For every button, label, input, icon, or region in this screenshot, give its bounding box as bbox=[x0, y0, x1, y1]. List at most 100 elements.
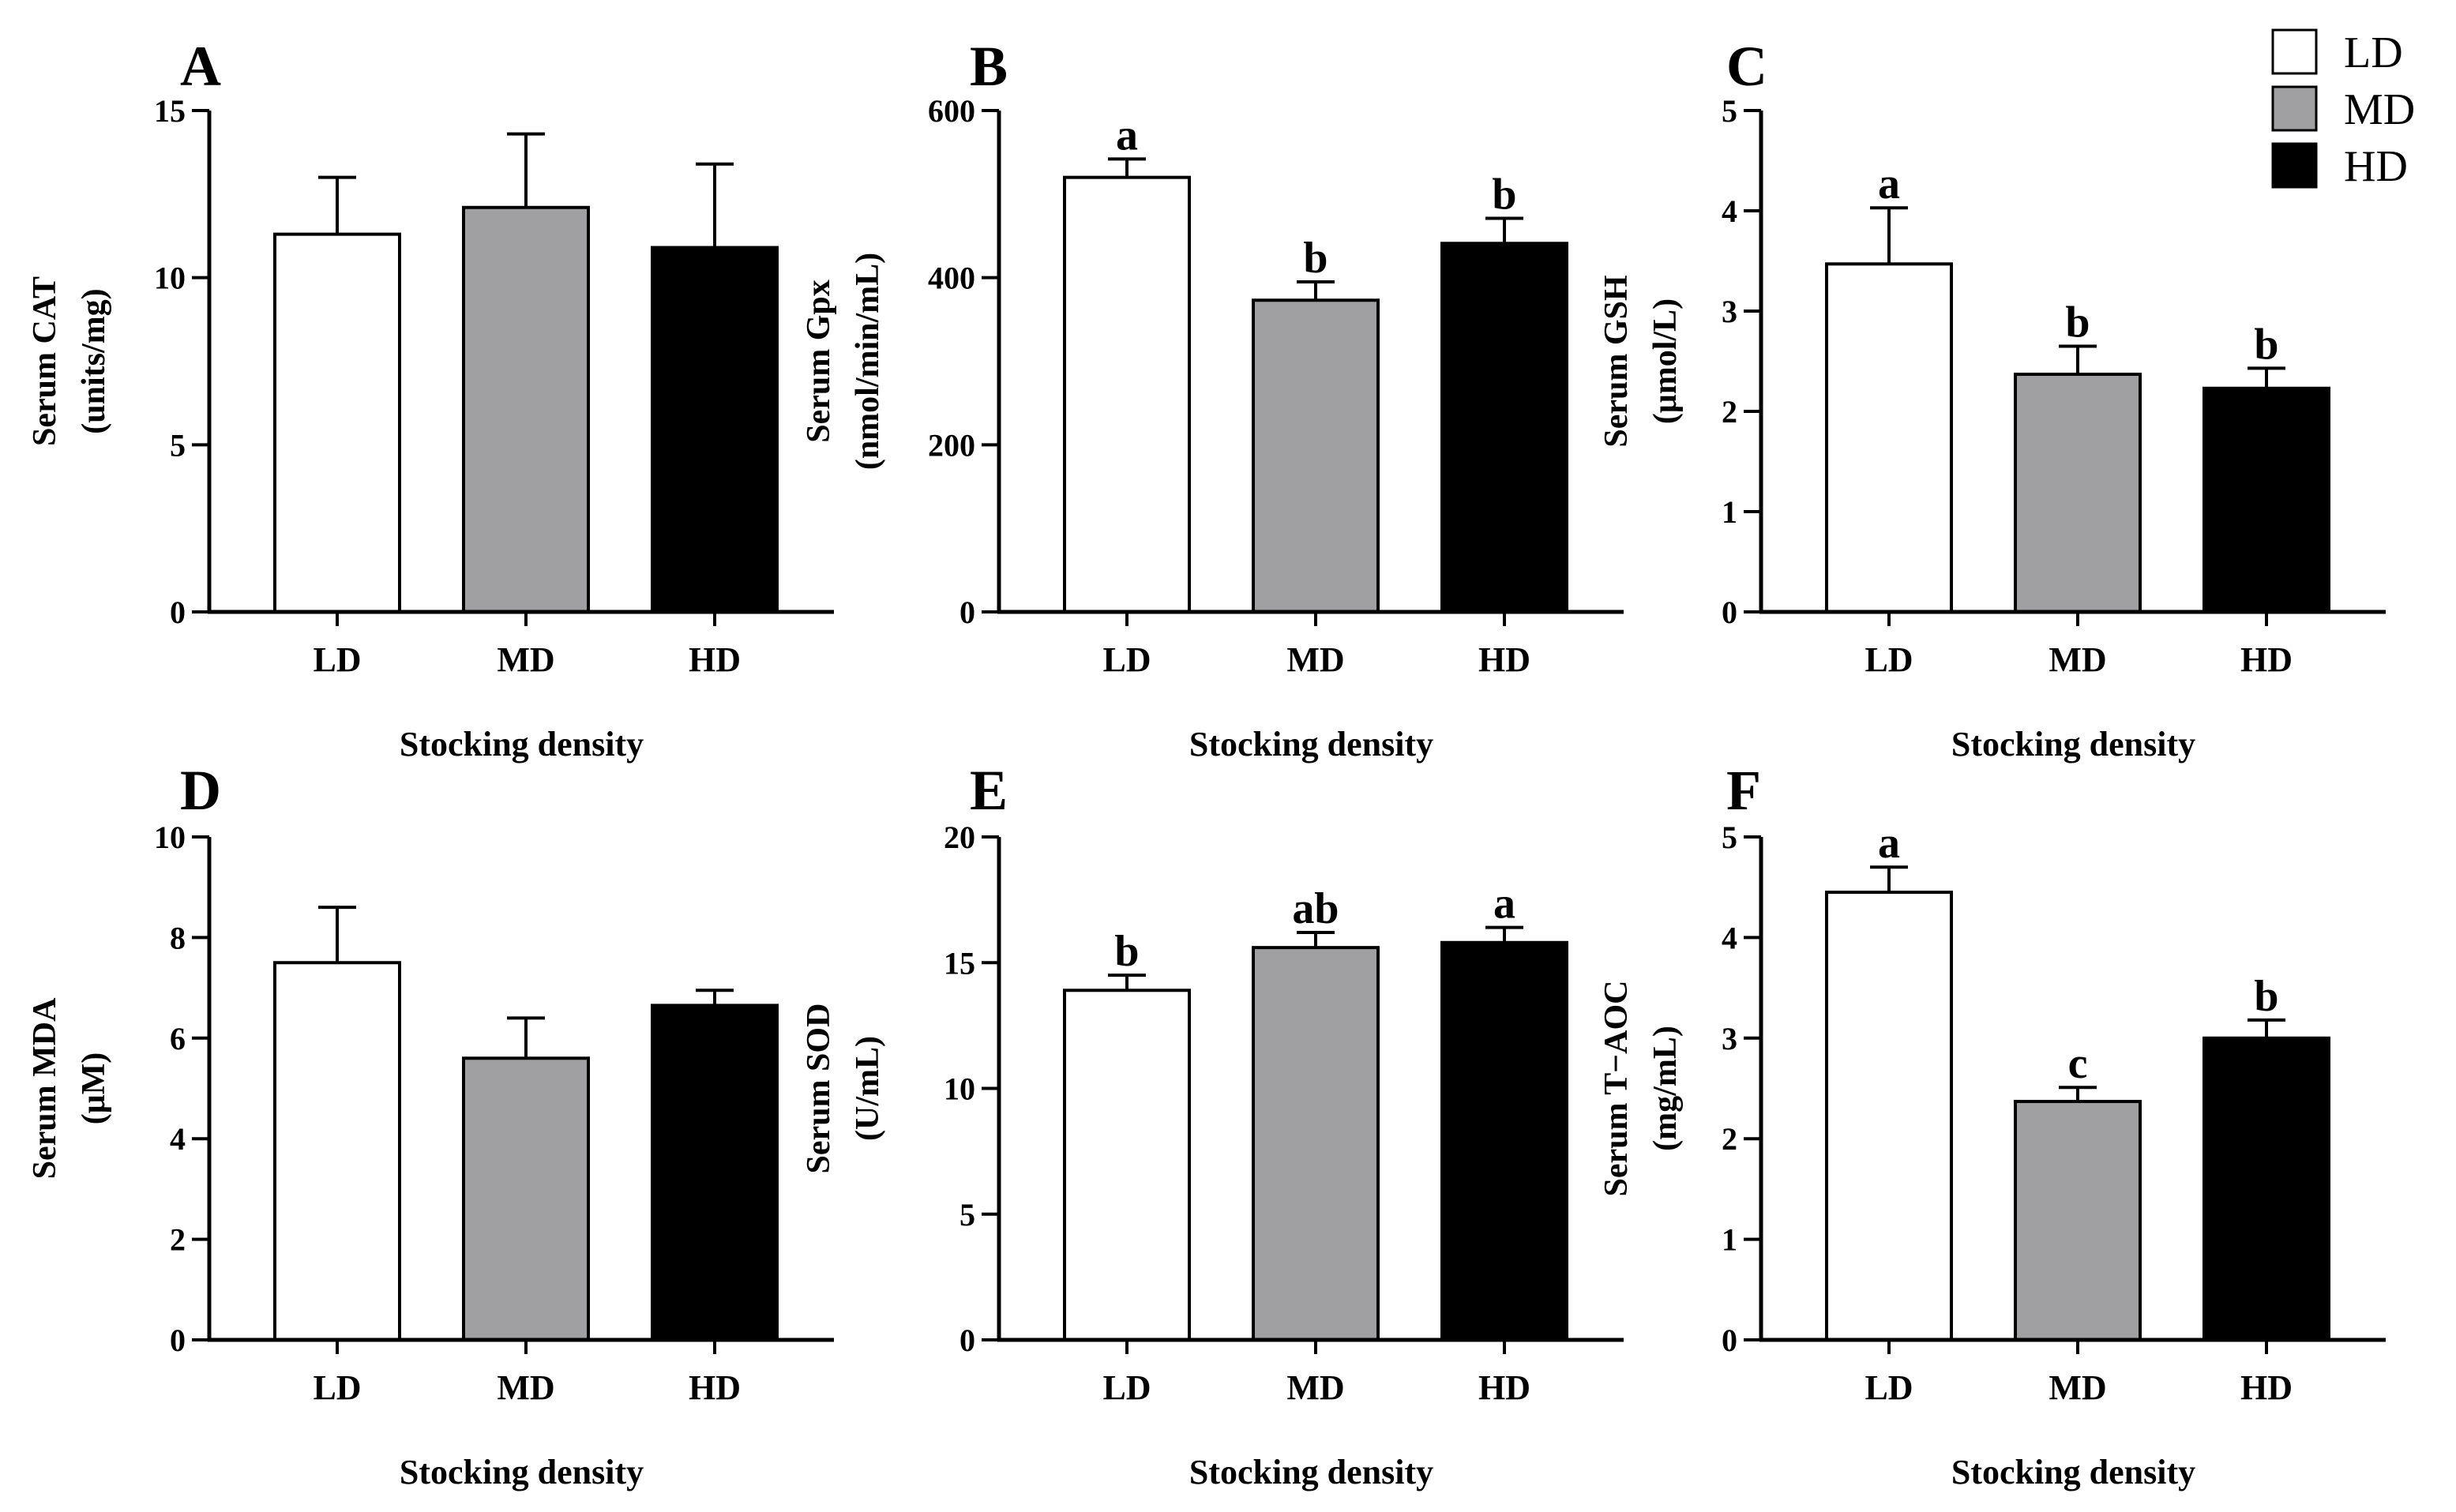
y-axis-title: Serum GSH bbox=[1598, 275, 1635, 447]
bar-ld bbox=[273, 961, 401, 1341]
y-tick-label: 600 bbox=[928, 93, 975, 129]
x-tick-label: LD bbox=[1865, 640, 1913, 679]
x-tick-label: HD bbox=[2240, 640, 2293, 679]
bar-hd bbox=[651, 1004, 779, 1342]
y-tick-label: 20 bbox=[944, 820, 975, 855]
y-axis-title: (nmol/min/mL) bbox=[850, 253, 886, 470]
panel-e: Eb LD ab MD a HD 0 5 10 15 20 Stocking density Serum… bbox=[801, 759, 1624, 1491]
y-tick-label: 2 bbox=[1722, 1121, 1737, 1157]
y-tick-label: 0 bbox=[170, 595, 186, 630]
significance-label: b bbox=[2065, 298, 2090, 347]
x-tick-label: LD bbox=[313, 1368, 361, 1407]
x-tick-label: HD bbox=[1478, 1368, 1530, 1407]
y-tick-label: 3 bbox=[1722, 1021, 1737, 1056]
bar-ld bbox=[1063, 175, 1191, 613]
y-axis-title: (units/mg) bbox=[76, 288, 112, 433]
y-axis-title: Serum Gpx bbox=[801, 280, 837, 443]
x-tick-label: HD bbox=[689, 640, 741, 679]
panel-b: Ba LD b MD b HD 0 200 400 600 Stocking density Seru… bbox=[801, 35, 1624, 764]
y-axis-title: (U/mL) bbox=[850, 1036, 886, 1141]
legend-label-hd: HD bbox=[2344, 142, 2408, 191]
legend: LD MD HD bbox=[2271, 28, 2415, 191]
significance-label: c bbox=[2068, 1039, 2088, 1088]
y-axis-title: Serum SOD bbox=[801, 1004, 837, 1174]
x-tick-label: MD bbox=[1286, 1368, 1344, 1407]
y-tick-label: 4 bbox=[1722, 920, 1737, 955]
x-tick-label: LD bbox=[1102, 640, 1151, 679]
panel-letter: E bbox=[970, 759, 1008, 822]
significance-label: a bbox=[1493, 880, 1515, 929]
y-tick-label: 4 bbox=[170, 1121, 186, 1157]
x-tick-label: MD bbox=[2049, 1368, 2106, 1407]
panel-letter: D bbox=[180, 759, 221, 822]
y-axis-title: Serum T−AOC bbox=[1598, 980, 1635, 1196]
panel-f: Fa LD c MD b HD 0 1 2 3 4 5 Stocking density Serum T−… bbox=[1598, 759, 2386, 1491]
y-tick-label: 0 bbox=[170, 1323, 186, 1358]
significance-label: b bbox=[2254, 972, 2278, 1021]
x-axis-title: Stocking density bbox=[1951, 725, 2195, 764]
bar-hd bbox=[1440, 940, 1568, 1342]
significance-label: b bbox=[1114, 927, 1139, 976]
y-tick-label: 0 bbox=[1722, 595, 1737, 630]
y-tick-label: 6 bbox=[170, 1021, 186, 1056]
y-tick-label: 5 bbox=[1722, 820, 1737, 855]
x-tick-label: HD bbox=[1478, 640, 1530, 679]
bar-hd bbox=[1440, 242, 1568, 613]
bar-ld bbox=[1063, 989, 1191, 1342]
legend-label-ld: LD bbox=[2344, 28, 2403, 77]
y-tick-label: 0 bbox=[1722, 1323, 1737, 1358]
x-axis-title: Stocking density bbox=[1189, 1453, 1433, 1491]
bar-md bbox=[2014, 373, 2142, 613]
y-tick-label: 2 bbox=[1722, 394, 1737, 430]
y-axis-title: (mg/mL) bbox=[1647, 1026, 1684, 1151]
bar-md bbox=[2014, 1100, 2142, 1341]
bar-ld bbox=[1825, 262, 1953, 613]
panel-c: Ca LD b MD b HD 0 1 2 3 4 5 Stocking density Serum GS… bbox=[1598, 35, 2386, 764]
y-tick-label: 200 bbox=[928, 427, 975, 463]
y-axis-title: Serum MDA bbox=[27, 997, 63, 1179]
y-tick-label: 0 bbox=[959, 1323, 975, 1358]
bar-hd bbox=[2203, 386, 2330, 613]
legend-swatch-hd bbox=[2271, 142, 2318, 189]
y-tick-label: 10 bbox=[154, 261, 186, 296]
y-axis-title: (μmol/L) bbox=[1647, 298, 1684, 424]
y-tick-label: 8 bbox=[170, 920, 186, 955]
significance-label: b bbox=[1303, 234, 1328, 283]
significance-label: b bbox=[1492, 171, 1516, 219]
x-axis-title: Stocking density bbox=[1951, 1453, 2195, 1491]
significance-label: a bbox=[1116, 111, 1138, 159]
bar-ld bbox=[273, 232, 401, 613]
y-axis-title: (μM) bbox=[76, 1052, 112, 1124]
x-tick-label: MD bbox=[497, 1368, 554, 1407]
y-tick-label: 15 bbox=[944, 945, 975, 981]
significance-label: a bbox=[1878, 159, 1900, 208]
legend-label-md: MD bbox=[2344, 85, 2415, 134]
x-tick-label: HD bbox=[2240, 1368, 2293, 1407]
y-tick-label: 5 bbox=[1722, 93, 1737, 129]
x-axis-title: Stocking density bbox=[400, 1453, 644, 1491]
significance-label: ab bbox=[1292, 884, 1339, 933]
y-tick-label: 15 bbox=[154, 93, 186, 129]
bar-ld bbox=[1825, 891, 1953, 1341]
panel-a: A LD MD HD 0 5 10 15 Stocking density Serum CAT (u… bbox=[27, 35, 834, 764]
significance-label: a bbox=[1878, 819, 1900, 868]
y-tick-label: 1 bbox=[1722, 1222, 1737, 1258]
x-axis-title: Stocking density bbox=[1189, 725, 1433, 764]
bar-md bbox=[462, 205, 590, 613]
x-tick-label: MD bbox=[497, 640, 554, 679]
y-tick-label: 5 bbox=[959, 1197, 975, 1232]
panel-d: D LD MD HD 0 2 4 6 8 10 Stocking density Serum MDA (… bbox=[27, 759, 834, 1491]
y-tick-label: 2 bbox=[170, 1222, 186, 1258]
y-tick-label: 1 bbox=[1722, 494, 1737, 530]
x-tick-label: MD bbox=[2049, 640, 2106, 679]
panel-letter: B bbox=[970, 35, 1008, 98]
x-tick-label: LD bbox=[1865, 1368, 1913, 1407]
y-tick-label: 5 bbox=[170, 427, 186, 463]
legend-swatch-ld bbox=[2271, 28, 2318, 75]
bar-md bbox=[1252, 946, 1380, 1341]
significance-label: b bbox=[2254, 320, 2278, 369]
x-tick-label: LD bbox=[313, 640, 361, 679]
bar-md bbox=[1252, 298, 1380, 613]
panel-letter: A bbox=[180, 35, 221, 98]
